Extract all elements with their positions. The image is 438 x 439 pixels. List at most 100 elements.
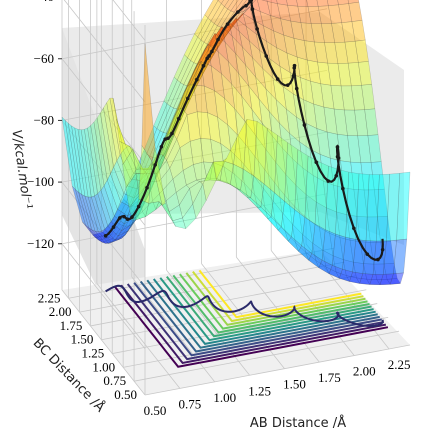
z-tick-label-3: −80 bbox=[34, 112, 54, 127]
surface-patch-6-0 bbox=[202, 161, 217, 202]
surface-patch-14-13 bbox=[242, 12, 257, 35]
surface-patch-22-12 bbox=[327, 62, 342, 87]
trajectory-point-42 bbox=[185, 96, 190, 101]
surface-patch-14-22 bbox=[213, 6, 228, 27]
surface-patch-13-7 bbox=[251, 108, 266, 150]
contour-level-7 bbox=[159, 277, 374, 342]
z-tick-label-4: −100 bbox=[27, 174, 54, 189]
surface-patch-11-9 bbox=[224, 41, 239, 74]
surface-patch-10-4 bbox=[230, 150, 245, 184]
surface-patch-25-14 bbox=[351, 20, 366, 42]
surface-patch-24-7 bbox=[363, 189, 378, 218]
trajectory-point-3 bbox=[111, 225, 116, 229]
surface-patch-9-17 bbox=[179, 94, 193, 124]
surface-patch-4-21 bbox=[115, 225, 130, 241]
surface-patch-22-14 bbox=[321, 23, 335, 43]
surface-patch-18-6 bbox=[305, 194, 320, 229]
surface-patch-18-16 bbox=[276, 0, 288, 6]
surface-patch-13-5 bbox=[258, 160, 273, 200]
surface-patch-0-6 bbox=[122, 148, 137, 189]
surface-patch-14-1 bbox=[281, 200, 295, 238]
surface-patch-1-7 bbox=[129, 146, 144, 170]
surface-patch-10-15 bbox=[195, 59, 210, 88]
surface-patch-12-9 bbox=[235, 52, 250, 87]
surface-patch-22-11 bbox=[330, 85, 345, 111]
surface-patch-2-18 bbox=[104, 225, 119, 241]
surface-patch-13-8 bbox=[248, 85, 263, 124]
surface-patch-22-16 bbox=[316, 0, 329, 7]
trajectory-line bbox=[104, 0, 384, 261]
surface-patch-4-0 bbox=[182, 203, 197, 230]
surface-patch-1-11 bbox=[116, 154, 131, 187]
surface-patch-24-10 bbox=[354, 109, 369, 137]
y-tick-label-1: 0.75 bbox=[103, 373, 126, 388]
contour-level-8 bbox=[166, 275, 372, 338]
surface-patch-16-3 bbox=[295, 242, 309, 261]
surface-patch-12-14 bbox=[219, 24, 233, 45]
surface-patch-0-0 bbox=[141, 43, 156, 162]
surface-patch-17-7 bbox=[292, 158, 307, 196]
surface-patch-21-2 bbox=[349, 271, 364, 284]
surface-patch-18-5 bbox=[309, 219, 323, 251]
surface-patch-5-2 bbox=[186, 179, 201, 189]
surface-patch-22-8 bbox=[340, 160, 355, 190]
surface-patch-8-3 bbox=[213, 162, 228, 183]
surface-patch-15-19 bbox=[233, 0, 247, 13]
surface-patch-25-15 bbox=[348, 1, 363, 22]
surface-patch-6-5 bbox=[186, 111, 201, 142]
trajectory-point-75 bbox=[249, 0, 254, 3]
surface-patch-18-1 bbox=[321, 229, 336, 266]
surface-patch-19-4 bbox=[322, 249, 337, 273]
surface-patch-25-7 bbox=[374, 188, 388, 218]
trajectory-floor-projection bbox=[105, 284, 384, 328]
surface-patch-5-8 bbox=[166, 107, 182, 136]
contour-level-0 bbox=[113, 285, 389, 368]
surface-patch-5-18 bbox=[135, 194, 149, 221]
trajectory-point-90 bbox=[285, 83, 290, 87]
surface-patch-19-6 bbox=[316, 201, 330, 234]
surface-patch-12-0 bbox=[263, 127, 278, 193]
surface-patch-13-21 bbox=[206, 25, 221, 46]
surface-patch-16-12 bbox=[266, 41, 281, 67]
surface-patch-9-2 bbox=[227, 182, 241, 191]
surface-patch-13-22 bbox=[203, 23, 218, 45]
surface-patch-7-11 bbox=[177, 77, 192, 111]
contour-level-4 bbox=[139, 280, 380, 353]
surface-patch-3-18 bbox=[114, 230, 129, 241]
surface-patch-18-7 bbox=[302, 167, 317, 203]
surface-patch-20-16 bbox=[296, 0, 309, 7]
surface-patch-14-15 bbox=[236, 6, 251, 22]
surface-patch-21-10 bbox=[323, 106, 338, 135]
surface-patch-13-17 bbox=[219, 24, 234, 43]
surface-patch-7-3 bbox=[203, 161, 218, 179]
surface-patch-8-9 bbox=[194, 44, 209, 70]
surface-patch-11-15 bbox=[205, 43, 220, 68]
surface-patch-12-15 bbox=[216, 29, 230, 51]
surface-patch-19-11 bbox=[300, 77, 314, 105]
trajectory-point-120 bbox=[335, 145, 340, 149]
surface-patch-3-23 bbox=[98, 237, 113, 243]
surface-patch-24-2 bbox=[379, 273, 394, 285]
surface-patch-8-2 bbox=[216, 178, 231, 185]
trajectory-point-138 bbox=[380, 247, 385, 252]
contour-level-2 bbox=[126, 283, 385, 361]
contour-level-9 bbox=[172, 274, 370, 334]
surface-patch-11-6 bbox=[234, 108, 249, 149]
surface-patch-0-3 bbox=[131, 211, 146, 221]
surface-patch-0-4 bbox=[128, 195, 143, 221]
surface-patch-24-0 bbox=[386, 173, 401, 242]
surface-patch-2-8 bbox=[136, 167, 151, 170]
surface-patch-23-14 bbox=[331, 22, 346, 43]
surface-patch-23-13 bbox=[334, 41, 349, 64]
y-tick-label-4: 1.50 bbox=[71, 332, 94, 347]
surface-patch-2-17 bbox=[107, 221, 122, 237]
surface-patch-13-14 bbox=[229, 13, 244, 31]
surface-patch-7-2 bbox=[206, 177, 221, 182]
surface-patch-12-7 bbox=[241, 95, 256, 136]
surface-patch-22-2 bbox=[359, 273, 374, 285]
surface-patch-5-22 bbox=[122, 205, 137, 227]
surface-patch-15-4 bbox=[281, 211, 296, 243]
surface-patch-25-4 bbox=[383, 263, 398, 280]
surface-patch-24-9 bbox=[357, 135, 372, 163]
surface-patch-10-10 bbox=[211, 26, 226, 44]
